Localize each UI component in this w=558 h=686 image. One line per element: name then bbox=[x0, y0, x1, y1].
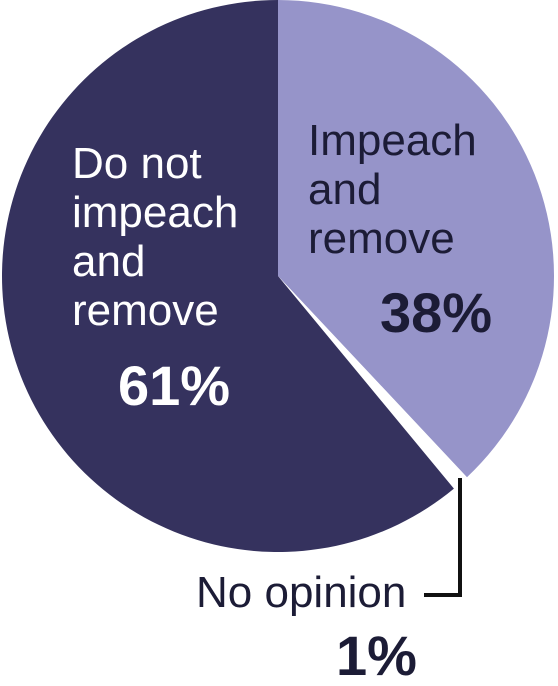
no-opinion-leader-line bbox=[424, 478, 462, 597]
pie-slice-do-not-impeach bbox=[1, 0, 454, 552]
slice-label-do-not-impeach-line-4: remove bbox=[72, 286, 219, 335]
slice-label-impeach: Impeach and remove bbox=[308, 116, 489, 263]
slice-label-do-not-impeach-line-2: impeach bbox=[72, 188, 238, 237]
pie-slices bbox=[1, 0, 554, 552]
slice-value-do-not-impeach: 61% bbox=[118, 354, 230, 417]
slice-label-do-not-impeach: Do not impeach and remove bbox=[72, 139, 251, 335]
slice-label-do-not-impeach-line-3: and bbox=[72, 237, 145, 286]
slice-label-impeach-line-3: remove bbox=[308, 214, 455, 263]
slice-label-no-opinion: No opinion bbox=[196, 568, 406, 617]
pie-slice-impeach bbox=[278, 0, 554, 478]
slice-label-impeach-line-1: Impeach bbox=[308, 116, 477, 165]
slice-label-do-not-impeach-line-1: Do not bbox=[72, 139, 202, 188]
pie-slice-no-opinion bbox=[278, 276, 467, 489]
slice-value-impeach: 38% bbox=[380, 281, 492, 344]
slice-value-no-opinion: 1% bbox=[336, 624, 417, 686]
slice-label-impeach-line-2: and bbox=[308, 165, 381, 214]
